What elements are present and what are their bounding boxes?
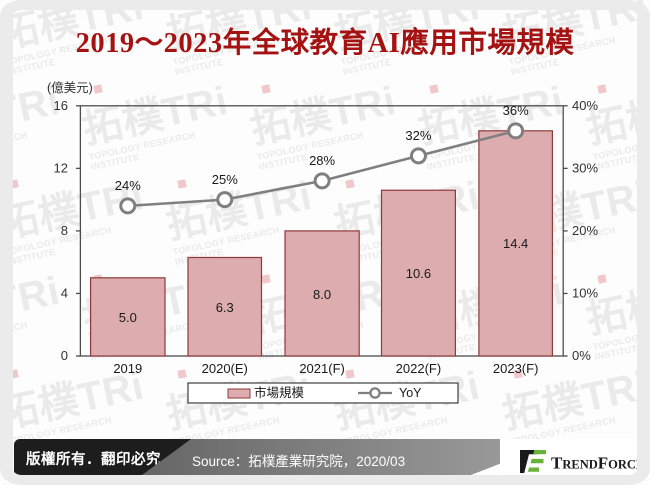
svg-text:24%: 24% [115, 178, 141, 193]
svg-text:4: 4 [61, 286, 68, 301]
svg-text:2020(E): 2020(E) [202, 361, 248, 376]
svg-text:TRENDFORCE: TRENDFORCE [551, 454, 644, 473]
svg-text:20%: 20% [572, 223, 598, 238]
svg-text:30%: 30% [572, 161, 598, 176]
svg-text:0%: 0% [572, 348, 591, 363]
svg-text:28%: 28% [309, 153, 335, 168]
svg-text:6.3: 6.3 [216, 300, 234, 315]
svg-text:40%: 40% [572, 98, 598, 113]
svg-text:36%: 36% [503, 103, 529, 118]
svg-text:12: 12 [54, 161, 68, 176]
svg-text:10%: 10% [572, 286, 598, 301]
svg-text:16: 16 [54, 98, 68, 113]
svg-text:14.4: 14.4 [503, 236, 528, 251]
svg-text:市場規模: 市場規模 [254, 385, 305, 400]
svg-text:2023(F): 2023(F) [493, 361, 539, 376]
svg-text:0: 0 [61, 348, 68, 363]
svg-text:25%: 25% [212, 172, 238, 187]
svg-text:2019: 2019 [113, 361, 142, 376]
svg-text:YoY: YoY [399, 386, 422, 400]
svg-text:(億美元): (億美元) [47, 81, 93, 95]
svg-text:8.0: 8.0 [313, 287, 331, 302]
svg-text:32%: 32% [405, 128, 431, 143]
svg-text:10.6: 10.6 [406, 266, 431, 281]
svg-text:2022(F): 2022(F) [396, 361, 442, 376]
svg-text:8: 8 [61, 223, 68, 238]
svg-text:5.0: 5.0 [119, 310, 137, 325]
svg-text:2021(F): 2021(F) [299, 361, 345, 376]
